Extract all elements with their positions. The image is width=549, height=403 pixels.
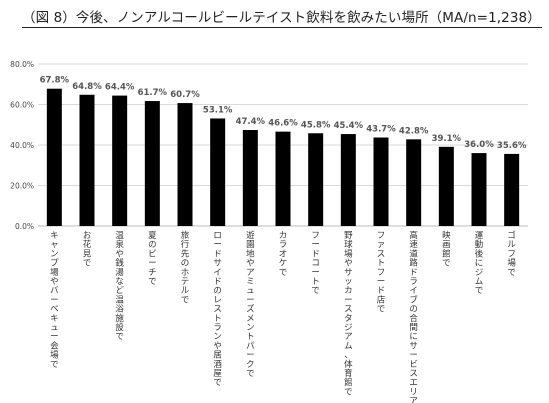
category-label: フードコートで — [311, 231, 320, 296]
y-tick-label: 80.0% — [10, 60, 34, 69]
bar — [177, 103, 193, 226]
category-label: ロードサイドのレストランや居酒屋で — [213, 231, 222, 388]
data-label: 36.0% — [464, 140, 494, 150]
data-labels: 67.8%64.8% 64.4%61.7% 60.7%53.1%47.4% 46.6%… — [40, 76, 527, 151]
data-label: 53.1% — [203, 105, 233, 115]
category-label: 高速道路ドライブの合間にサービスエリアで — [409, 230, 418, 403]
data-label: 35.6% — [497, 141, 527, 151]
category-label: 旅行先のホテルで — [181, 230, 190, 305]
category-label: 夏のビーチで — [148, 231, 157, 287]
data-label: 46.6% — [268, 119, 298, 129]
data-label: 60.7% — [170, 90, 200, 100]
data-label: 39.1% — [432, 134, 462, 144]
category-label: 野球場やサッカースタジアム、体育館で — [344, 231, 353, 397]
data-label: 61.7% — [138, 88, 168, 98]
y-tick-label: 60.0% — [10, 101, 34, 110]
bar — [340, 134, 356, 226]
bar — [144, 101, 160, 226]
data-label: 45.8% — [301, 120, 331, 130]
data-label: 47.4% — [236, 117, 266, 127]
category-label: 温泉や銭湯など温浴施設で — [115, 230, 124, 342]
y-axis-ticks: 0.0% 20.0% 40.0% 60.0% 80.0% — [10, 60, 34, 231]
category-label: お花見で — [83, 231, 92, 269]
category-label: 遊園地やアミューズメントパークで — [246, 230, 255, 379]
data-label: 67.8% — [40, 76, 70, 86]
bars — [46, 88, 520, 226]
bar — [79, 94, 95, 226]
data-label: 64.8% — [72, 82, 102, 92]
bar — [275, 131, 291, 226]
bar — [504, 153, 520, 226]
chart-title: （図 8）今後、ノンアルコールビールテイスト飲料を飲みたい場所（MA/n=1,2… — [22, 10, 541, 26]
category-label: ファストフード店で — [377, 231, 386, 315]
bar — [471, 153, 487, 226]
bar — [242, 130, 258, 226]
y-tick-label: 0.0% — [15, 222, 34, 231]
category-label: カラオケで — [279, 231, 288, 278]
bar — [46, 88, 62, 226]
category-labels: キャンプ場やバーベキュー会場で お花見で 温泉や銭湯など温浴施設で 夏のビーチで 旅行先… — [50, 230, 516, 403]
y-tick-label: 20.0% — [10, 182, 34, 191]
data-label: 45.4% — [334, 121, 364, 131]
bar — [406, 139, 422, 226]
bar — [210, 118, 226, 226]
y-tick-label: 40.0% — [10, 141, 34, 150]
category-label: キャンプ場やバーベキュー会場で — [50, 231, 59, 370]
bar — [438, 146, 454, 226]
bar — [112, 95, 128, 226]
data-label: 42.8% — [399, 126, 429, 136]
bar — [373, 137, 389, 226]
category-label: 運動後にジムで — [475, 231, 484, 296]
bar — [308, 133, 324, 226]
category-label: ゴルフ場で — [507, 230, 516, 278]
data-label: 64.4% — [105, 83, 135, 93]
category-label: 映画館で — [442, 230, 451, 269]
data-label: 43.7% — [366, 125, 396, 135]
title-underline — [22, 27, 542, 28]
